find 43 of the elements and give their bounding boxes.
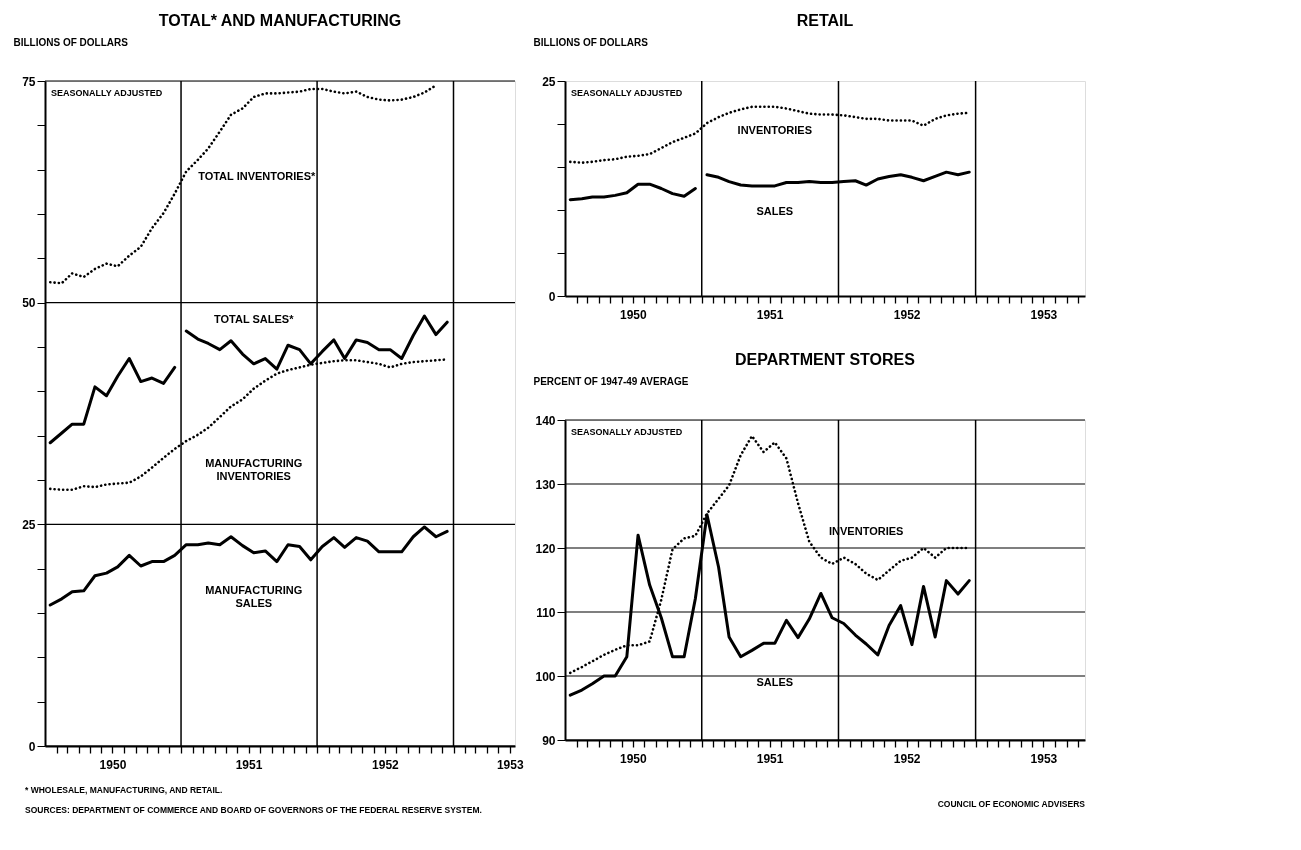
text: COUNCIL OF ECONOMIC ADVISERS	[937, 799, 1086, 809]
x-tick-label: 1950	[619, 751, 647, 766]
y-tick-label: 25	[542, 74, 556, 89]
text: MANUFACTURING INVENTORIES	[205, 456, 303, 482]
x-tick-label: 1951	[235, 757, 263, 772]
x-tick-label: 1950	[99, 757, 127, 772]
y-tick-label: 50	[22, 296, 36, 311]
source-note: SOURCES: DEPARTMENT OF COMMERCE AND BOARD OF GOVERNORS OF THE FEDERAL RESERVE SYSTEM.	[25, 805, 482, 815]
y-tick-label: 25	[22, 517, 36, 532]
y-tick-label: 130	[535, 477, 556, 492]
y-tick-label: 0	[28, 739, 36, 754]
x-tick-label: 1950	[619, 307, 647, 322]
y-tick-label: 90	[542, 733, 556, 748]
chart-title: DEPARTMENT STORES	[735, 351, 916, 368]
x-tick-label: 1952	[893, 307, 921, 322]
text: MANUFACTURING SALES	[205, 583, 303, 609]
y-tick-label: 140	[535, 413, 556, 428]
y-tick-label: 100	[535, 669, 556, 684]
x-tick-label: 1953	[1030, 751, 1058, 766]
y-axis-title: BILLIONS OF DOLLARS	[13, 36, 129, 48]
y-tick-label: 75	[22, 74, 36, 89]
y-tick-label: 110	[536, 605, 556, 620]
chart-title: TOTAL* AND MANUFACTURING	[158, 12, 402, 29]
series-label: TOTAL SALES*	[213, 312, 295, 325]
y-axis-title: PERCENT OF 1947-49 AVERAGE	[533, 375, 689, 387]
x-tick-label: 1951	[756, 751, 784, 766]
x-tick-label: 1952	[372, 757, 400, 772]
annotation: SEASONALLY ADJUSTED	[571, 427, 683, 437]
x-tick-label: 1952	[893, 751, 921, 766]
series-label: INVENTORIES	[737, 123, 812, 136]
y-tick-label: 0	[548, 289, 556, 304]
text: SALES	[756, 676, 794, 689]
y-axis-title: BILLIONS OF DOLLARS	[533, 36, 649, 48]
annotation: SEASONALLY ADJUSTED	[571, 88, 683, 98]
series-label: SALES	[756, 204, 794, 217]
x-tick-label: 1951	[756, 307, 784, 322]
y-tick-label: 120	[535, 541, 556, 556]
text: * WHOLESALE, MANUFACTURING, AND RETAIL.	[25, 785, 223, 795]
x-tick-label: 1953	[1030, 307, 1058, 322]
series-label: TOTAL INVENTORIES*	[198, 169, 317, 182]
x-tick-label: 1953	[496, 757, 524, 772]
annotation: SEASONALLY ADJUSTED	[51, 88, 163, 98]
chart-title: RETAIL	[796, 12, 854, 29]
